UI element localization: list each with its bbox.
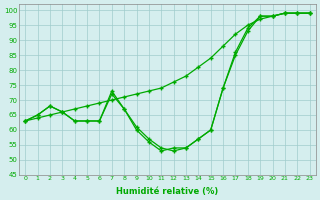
X-axis label: Humidité relative (%): Humidité relative (%) (116, 187, 219, 196)
